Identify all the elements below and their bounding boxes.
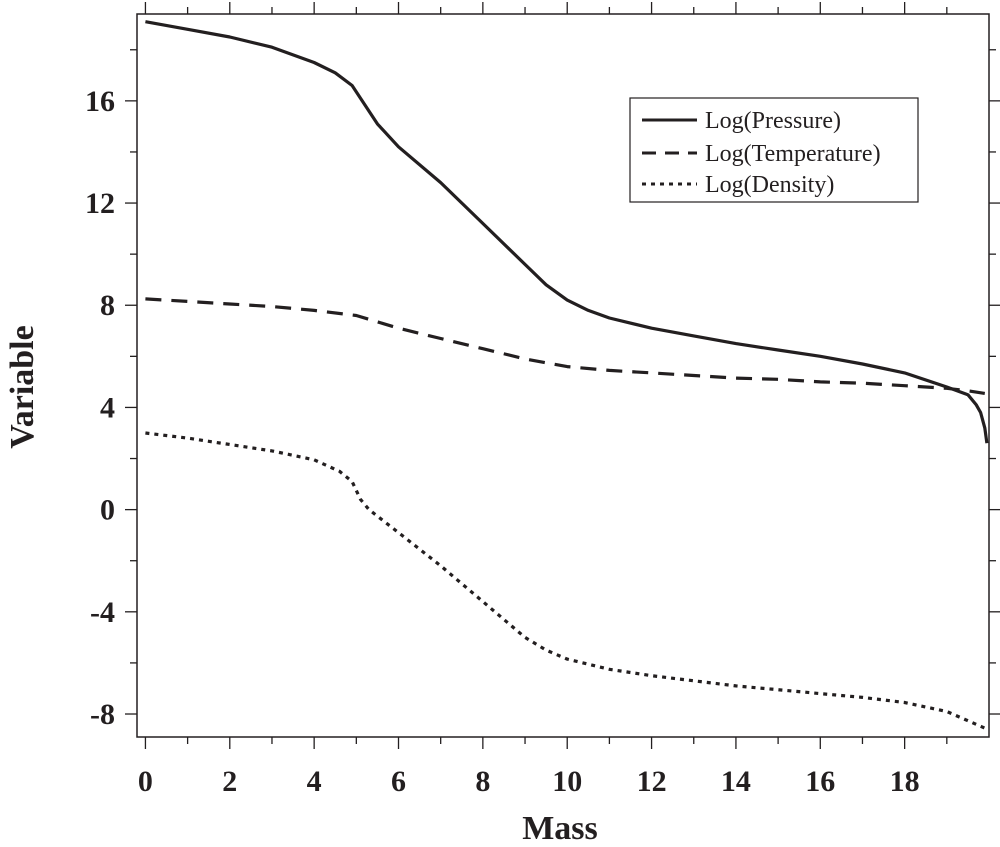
y-tick-label: 4 — [100, 391, 115, 424]
y-axis-title: Variable — [4, 325, 41, 448]
y-tick-label: 0 — [100, 494, 115, 527]
x-tick-label: 12 — [637, 765, 667, 798]
legend-label-density: Log(Density) — [705, 172, 834, 198]
x-tick-label: 14 — [721, 765, 751, 798]
legend-label-temperature: Log(Temperature) — [705, 141, 881, 167]
temperature-line — [145, 297, 986, 395]
x-tick-label: 0 — [138, 765, 153, 798]
x-tick-label: 8 — [475, 765, 490, 798]
axis-ticks — [125, 2, 1000, 749]
plot-border — [136, 13, 990, 738]
x-tick-label: 10 — [552, 765, 582, 798]
x-tick-label: 2 — [222, 765, 237, 798]
x-tick-label: 6 — [391, 765, 406, 798]
y-tick-label: 8 — [100, 289, 115, 322]
x-tick-label: 18 — [890, 765, 920, 798]
tick-labels: 0 2 4 6 8 10 12 14 16 18 -8 -4 0 4 8 12 16 — [85, 85, 920, 798]
legend-label-pressure: Log(Pressure) — [705, 108, 841, 134]
x-tick-label: 16 — [805, 765, 835, 798]
y-tick-label: -8 — [90, 698, 115, 731]
legend: Log(Pressure) Log(Temperature) Log(Densi… — [629, 97, 919, 203]
x-tick-label: 4 — [307, 765, 322, 798]
pressure-line — [145, 20, 989, 444]
density-line — [145, 431, 986, 730]
plot-frame — [136, 13, 990, 738]
series-lines — [145, 20, 989, 730]
x-axis-title: Mass — [522, 810, 598, 847]
y-tick-label: 16 — [85, 85, 115, 118]
y-tick-label: 12 — [85, 187, 115, 220]
y-tick-label: -4 — [90, 596, 115, 629]
